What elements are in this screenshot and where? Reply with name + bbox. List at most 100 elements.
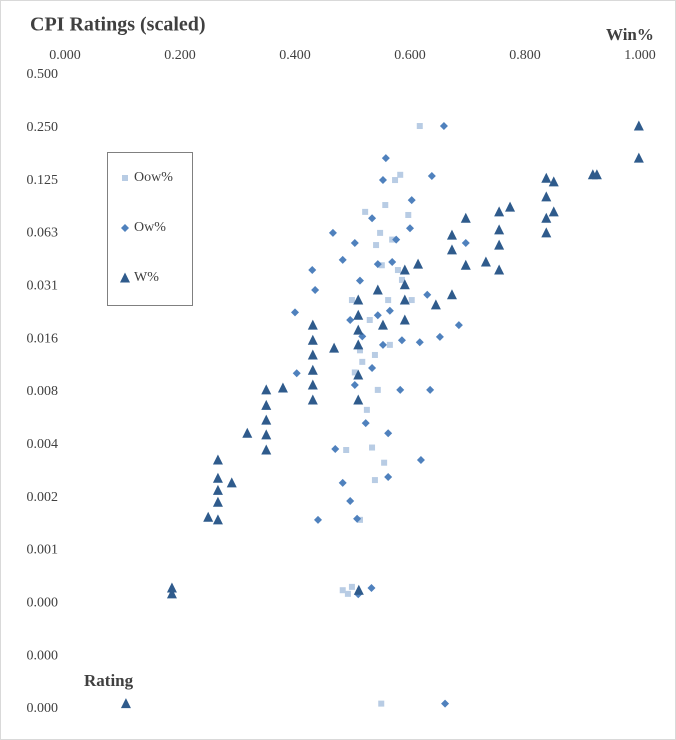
triangle-marker (212, 484, 223, 495)
square-marker (378, 262, 385, 269)
legend-label: W% (134, 270, 159, 285)
diamond-marker (350, 238, 359, 247)
diamond-marker (373, 311, 382, 320)
triangle-marker (541, 212, 552, 223)
triangle-marker (399, 294, 410, 305)
triangle-marker (377, 319, 388, 330)
triangle-marker (261, 429, 272, 440)
diamond-marker (308, 266, 317, 275)
diamond-marker (385, 306, 394, 315)
square-marker (371, 477, 378, 484)
diamond-marker (435, 332, 444, 341)
y-tick-label: 0.008 (27, 384, 59, 399)
y-tick-label: 0.500 (27, 67, 59, 82)
triangle-marker (261, 414, 272, 425)
triangle-marker (307, 394, 318, 405)
triangle-marker (166, 582, 177, 593)
diamond-marker (338, 478, 347, 487)
triangle-marker (633, 152, 644, 163)
x-tick-label: 0.000 (49, 48, 81, 63)
square-marker (416, 123, 423, 130)
diamond-marker (314, 515, 322, 524)
y-tick-label: 0.000 (27, 648, 59, 663)
square-marker (348, 297, 355, 304)
y-tick-label: 0.031 (27, 279, 59, 294)
triangle-marker (480, 256, 491, 267)
square-marker (356, 347, 363, 354)
triangle-marker (399, 264, 410, 275)
diamond-marker (328, 228, 337, 237)
square-marker (351, 369, 358, 376)
square-marker (348, 583, 355, 590)
diamond-marker (291, 308, 299, 317)
square-marker (405, 211, 412, 218)
triangle-marker (212, 472, 223, 483)
chart-title: CPI Ratings (scaled) (30, 14, 206, 36)
diamond-marker (378, 176, 387, 185)
square-marker (339, 587, 346, 594)
diamond-marker (350, 381, 359, 390)
triangle-marker (372, 284, 383, 295)
x-tick-label: 1.000 (624, 48, 656, 63)
diamond-marker (361, 419, 370, 428)
y-tick-label: 0.000 (27, 596, 59, 611)
diamond-marker (355, 276, 364, 285)
legend-marker (120, 272, 130, 283)
diamond-marker (367, 584, 376, 593)
legend-label: Ow% (134, 220, 166, 235)
triangle-marker (633, 120, 644, 131)
square-marker (397, 171, 404, 178)
diamond-marker (461, 238, 470, 247)
y-tick-label: 0.004 (27, 437, 59, 452)
diamond-marker (454, 321, 463, 330)
square-marker (389, 236, 396, 243)
triangle-marker (261, 399, 272, 410)
triangle-marker (277, 382, 288, 393)
triangle-marker (494, 206, 505, 217)
triangle-marker (307, 334, 318, 345)
diamond-marker (384, 473, 393, 482)
triangle-marker (212, 514, 223, 525)
y-axis-label: Rating (84, 671, 134, 690)
diamond-marker (311, 285, 320, 294)
y-tick-label: 0.016 (27, 331, 59, 346)
triangle-marker (430, 299, 441, 310)
triangle-marker (446, 289, 457, 300)
square-marker (344, 590, 351, 597)
diamond-marker (427, 171, 436, 180)
diamond-marker (441, 699, 450, 708)
square-marker (408, 297, 415, 304)
triangle-marker (203, 511, 214, 522)
square-marker (378, 700, 385, 707)
triangle-marker (242, 427, 253, 438)
triangle-marker (212, 454, 223, 465)
triangle-marker (399, 314, 410, 325)
square-marker (382, 202, 389, 209)
diamond-marker (292, 369, 301, 378)
triangle-marker (307, 364, 318, 375)
y-tick-label: 0.002 (27, 490, 59, 505)
x-tick-label: 0.200 (164, 48, 196, 63)
diamond-marker (423, 290, 432, 299)
x-axis-label: Win% (606, 25, 654, 44)
square-marker (392, 177, 399, 184)
triangle-marker (307, 349, 318, 360)
square-marker (362, 208, 369, 215)
diamond-marker (368, 214, 377, 223)
diamond-marker (331, 444, 340, 453)
square-marker (373, 242, 380, 249)
triangle-marker (329, 342, 340, 353)
triangle-marker (541, 227, 552, 238)
diamond-marker (384, 429, 393, 438)
legend-marker (122, 175, 128, 181)
triangle-marker (494, 264, 505, 275)
triangle-marker (541, 191, 552, 202)
triangle-marker (166, 588, 177, 599)
triangle-marker (120, 698, 131, 709)
x-tick-label: 0.400 (279, 48, 311, 63)
triangle-marker (353, 339, 364, 350)
square-marker (369, 444, 376, 451)
square-marker (359, 358, 366, 365)
